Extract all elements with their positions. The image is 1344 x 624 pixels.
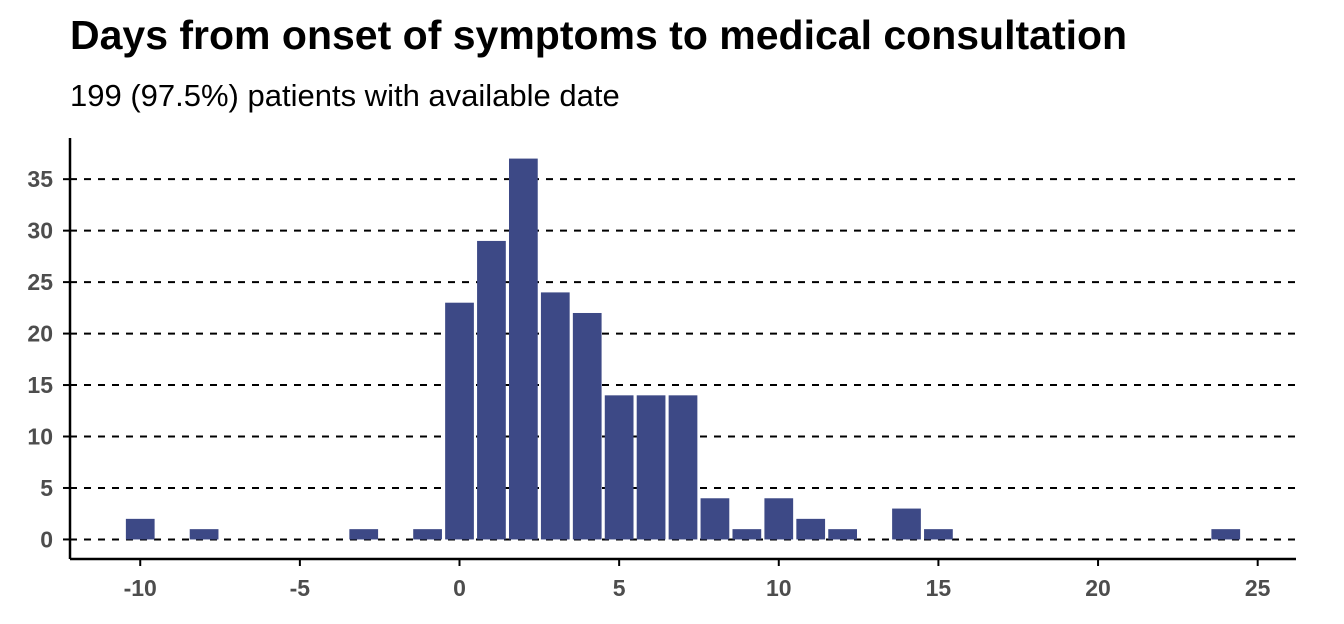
bar xyxy=(445,302,474,540)
x-axis-ticks: -10 -5 0 5 10 15 20 25 xyxy=(124,559,1271,601)
bar xyxy=(508,158,538,540)
bar xyxy=(189,529,219,540)
y-tick-label: 5 xyxy=(40,475,53,501)
bar xyxy=(924,529,953,540)
y-tick-label: 0 xyxy=(40,526,53,552)
x-tick-label: -10 xyxy=(124,575,157,601)
y-tick-label: 30 xyxy=(27,218,53,244)
bar xyxy=(636,395,666,540)
bar xyxy=(764,498,794,540)
y-axis-ticks: 0 5 10 15 20 25 30 35 xyxy=(27,166,70,552)
x-tick-label: 25 xyxy=(1245,575,1271,601)
y-tick-label: 10 xyxy=(27,424,53,450)
bar xyxy=(604,395,634,540)
chart-subtitle: 199 (97.5%) patients with available date xyxy=(70,78,620,113)
x-tick-label: 0 xyxy=(453,575,466,601)
bar xyxy=(413,529,442,540)
y-tick-label: 35 xyxy=(27,166,53,192)
bar xyxy=(796,518,826,540)
bar xyxy=(668,395,698,540)
bar xyxy=(1211,529,1241,540)
x-tick-label: 20 xyxy=(1085,575,1111,601)
x-tick-label: 5 xyxy=(613,575,626,601)
y-tick-label: 25 xyxy=(27,269,53,295)
bars xyxy=(125,158,1241,540)
chart-title: Days from onset of symptoms to medical c… xyxy=(70,12,1128,58)
y-tick-label: 15 xyxy=(27,372,53,398)
bar xyxy=(572,312,602,540)
bar xyxy=(540,292,570,540)
bar xyxy=(700,498,730,540)
bar xyxy=(828,529,858,540)
bar xyxy=(349,529,379,540)
x-tick-label: 15 xyxy=(926,575,952,601)
bar xyxy=(732,529,762,540)
bar xyxy=(125,518,155,540)
bar xyxy=(892,508,921,540)
x-tick-label: 10 xyxy=(766,575,792,601)
y-tick-label: 20 xyxy=(27,321,53,347)
bar xyxy=(477,240,506,540)
x-tick-label: -5 xyxy=(290,575,311,601)
